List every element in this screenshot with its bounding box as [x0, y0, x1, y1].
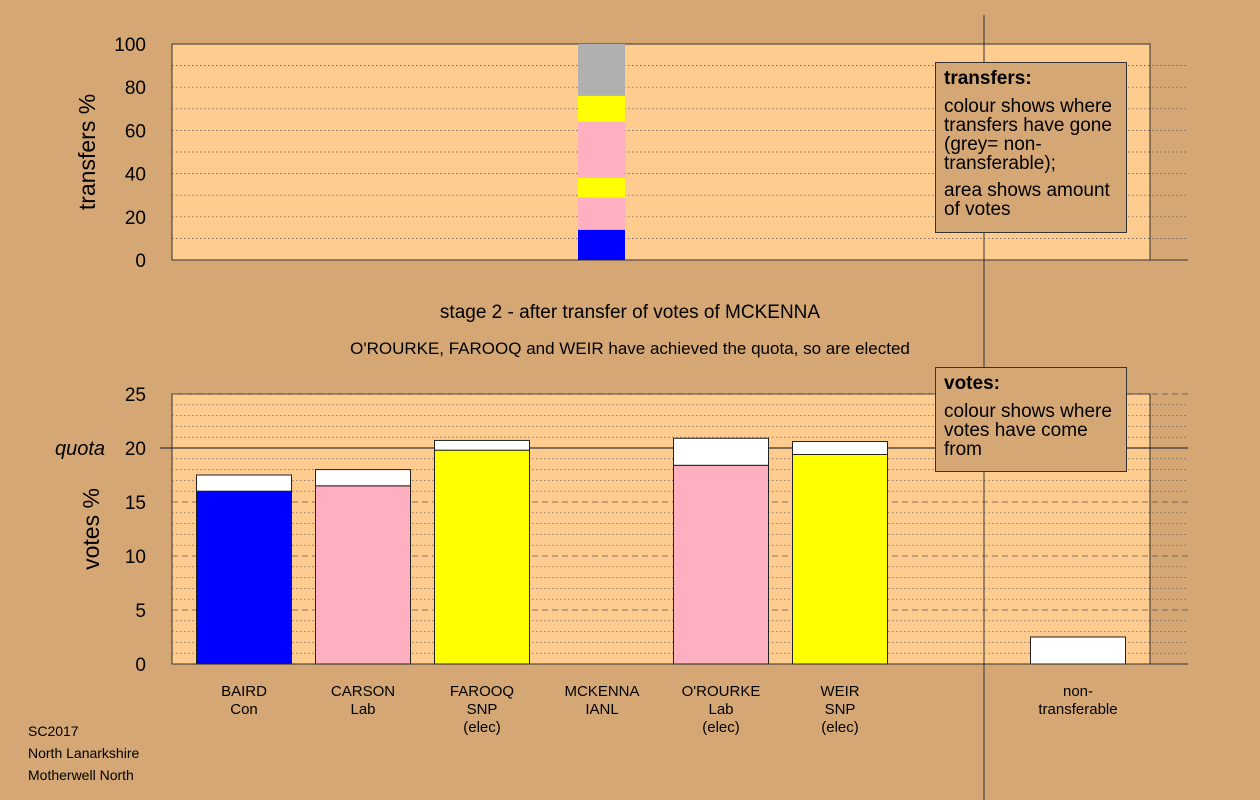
vote-bar-segment [315, 469, 411, 487]
transfers-tick-label: 20 [125, 208, 146, 229]
category-label: O'ROURKE Lab (elec) [681, 683, 761, 736]
transfers-tick-label: 0 [135, 251, 146, 272]
stage-title: stage 2 - after transfer of votes of MCK… [439, 302, 821, 323]
category-label: MCKENNA IANL [564, 683, 640, 718]
votes-tick-label: 15 [125, 493, 146, 514]
votes-axis-label: votes % [78, 488, 104, 570]
transfer-segment [578, 44, 625, 96]
votes-legend-text1: colour shows where votes have come from [944, 401, 1112, 460]
vote-bar-segment [792, 441, 888, 455]
transfer-segment [578, 229, 625, 260]
category-label: CARSON Lab [330, 683, 396, 718]
transfers-axis-label: transfers % [74, 94, 100, 210]
vote-bar-segment [315, 485, 411, 665]
transfers-tick-label: 80 [125, 78, 146, 99]
vote-bar-segment [196, 474, 292, 492]
vote-bar-segment [196, 490, 292, 665]
transfer-segment [578, 197, 625, 230]
category-label: BAIRD Con [221, 683, 267, 718]
transfers-tick-label: 40 [125, 165, 146, 186]
vote-bar-segment [1030, 636, 1126, 665]
category-label: FAROOQ SNP (elec) [449, 683, 515, 736]
transfers-legend-title: transfers: [944, 68, 1032, 89]
footer: SC2017 North Lanarkshire Motherwell Nort… [28, 720, 139, 786]
transfers-legend-text1: colour shows where transfers have gone (… [944, 96, 1112, 174]
quota-label: quota [55, 438, 105, 460]
transfers-legend: transfers: colour shows where transfers … [935, 62, 1127, 233]
category-label: WEIR SNP (elec) [820, 683, 860, 736]
votes-tick-label: 25 [125, 385, 146, 406]
transfers-tick-label: 100 [114, 35, 146, 56]
stage-subtitle: O'ROURKE, FAROOQ and WEIR have achieved … [350, 339, 910, 358]
votes-legend-title: votes: [944, 373, 1000, 394]
transfer-segment [578, 95, 625, 122]
transfer-segment [578, 121, 625, 178]
transfers-tick-label: 60 [125, 121, 146, 142]
vote-bar-segment [434, 449, 530, 665]
vote-bar-segment [792, 453, 888, 665]
votes-tick-label: 10 [125, 547, 146, 568]
category-label: non- transferable [1038, 683, 1118, 718]
votes-tick-label: 5 [135, 601, 146, 622]
footer-line2: North Lanarkshire [28, 745, 140, 761]
vote-bar-segment [434, 439, 530, 451]
vote-bar-segment [673, 464, 769, 665]
votes-legend: votes: colour shows where votes have com… [935, 367, 1127, 472]
transfer-segment [578, 177, 625, 198]
transfers-legend-text2: area shows amount of votes [944, 180, 1110, 220]
votes-tick-label: 0 [135, 655, 146, 676]
footer-line3: Motherwell North [28, 767, 134, 783]
votes-tick-label: 20 [125, 439, 146, 460]
footer-line1: SC2017 [28, 723, 79, 739]
vote-bar-segment [673, 437, 769, 466]
